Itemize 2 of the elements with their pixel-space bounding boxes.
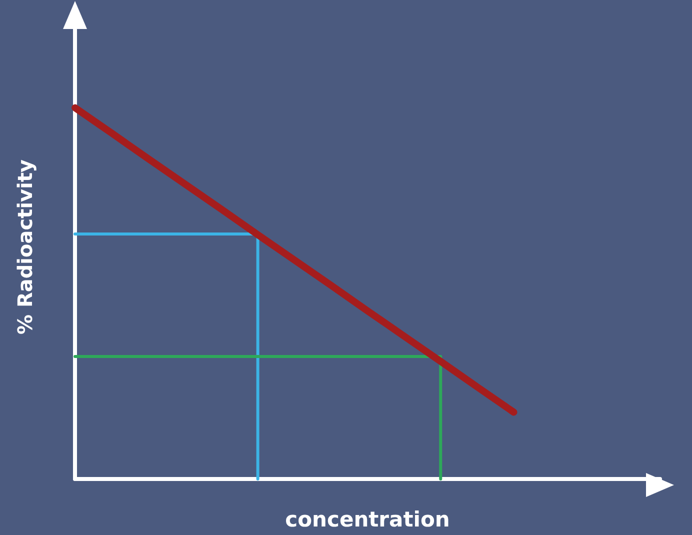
x-axis-title: concentration <box>285 508 450 532</box>
y-axis-title: % Radioactivity <box>13 159 37 335</box>
